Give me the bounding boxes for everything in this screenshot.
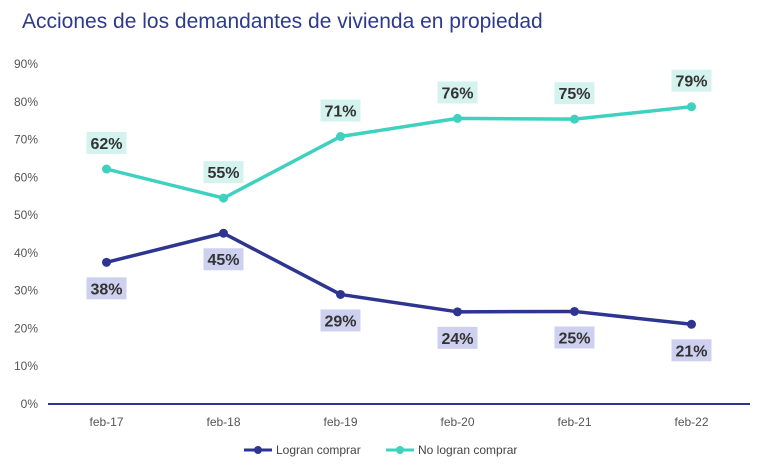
- x-tick-label: feb-22: [674, 415, 708, 429]
- x-tick-label: feb-20: [440, 415, 474, 429]
- data-label-bg: [554, 326, 595, 349]
- legend-label: Logran comprar: [276, 443, 361, 457]
- x-axis: feb-17 feb-18 feb-19 feb-20 feb-21 feb-22: [89, 415, 708, 429]
- data-label: 76%: [441, 85, 473, 102]
- chart-title: Acciones de los demandantes de vivienda …: [22, 10, 543, 33]
- data-labels: 38% 45% 29% 24% 25% 21% 62% 55% 71% 76% 75% 79%: [86, 69, 712, 362]
- data-label-bg: [671, 69, 712, 92]
- data-point: [687, 319, 696, 329]
- legend: Logran comprar No logran comprar: [244, 443, 517, 457]
- data-label-bg: [86, 277, 127, 300]
- data-point: [102, 164, 111, 174]
- y-tick-label: 30%: [14, 284, 38, 298]
- data-label-bg: [320, 309, 361, 332]
- data-label-bg: [437, 326, 478, 349]
- x-tick-label: feb-18: [206, 415, 240, 429]
- data-label: 25%: [558, 330, 590, 347]
- data-label: 38%: [90, 281, 122, 298]
- y-tick-label: 70%: [14, 133, 38, 147]
- data-point: [570, 114, 579, 124]
- y-tick-label: 10%: [14, 359, 38, 373]
- data-point: [570, 306, 579, 316]
- data-label-bg: [203, 248, 244, 271]
- data-point: [336, 132, 345, 142]
- data-point: [219, 193, 228, 203]
- data-label-bg: [437, 81, 478, 104]
- data-point: [336, 289, 345, 299]
- data-label: 29%: [324, 313, 356, 330]
- data-label: 79%: [675, 74, 707, 91]
- data-label-bg: [671, 339, 712, 362]
- data-label: 62%: [90, 136, 122, 153]
- y-tick-label: 0%: [21, 397, 39, 411]
- y-tick-label: 20%: [14, 321, 38, 335]
- y-tick-label: 60%: [14, 170, 38, 184]
- x-tick-label: feb-21: [557, 415, 591, 429]
- y-tick-label: 40%: [14, 246, 38, 260]
- data-label: 24%: [441, 331, 473, 348]
- data-label: 45%: [207, 252, 239, 269]
- legend-swatch-marker: [396, 446, 404, 454]
- data-point: [687, 102, 696, 112]
- legend-label: No logran comprar: [418, 443, 517, 457]
- data-label: 71%: [324, 104, 356, 121]
- data-point: [102, 257, 111, 267]
- series-line: [106, 231, 692, 327]
- y-tick-label: 90%: [14, 57, 38, 71]
- data-point: [219, 228, 228, 238]
- y-axis: 0% 10% 20% 30% 40% 50% 60% 70% 80% 90%: [14, 57, 38, 411]
- data-label-bg: [554, 82, 595, 105]
- legend-swatch-marker: [254, 446, 262, 454]
- data-label: 21%: [675, 343, 707, 360]
- series-layer: [102, 102, 696, 329]
- data-label-bg: [203, 161, 244, 184]
- data-label: 55%: [207, 165, 239, 182]
- y-tick-label: 50%: [14, 208, 38, 222]
- data-point: [453, 307, 462, 317]
- data-label: 75%: [558, 86, 590, 103]
- y-tick-label: 80%: [14, 95, 38, 109]
- data-label-bg: [320, 99, 361, 122]
- series-line: [106, 104, 692, 200]
- data-label-bg: [86, 132, 127, 155]
- data-point: [453, 113, 462, 123]
- x-tick-label: feb-19: [323, 415, 357, 429]
- x-tick-label: feb-17: [89, 415, 123, 429]
